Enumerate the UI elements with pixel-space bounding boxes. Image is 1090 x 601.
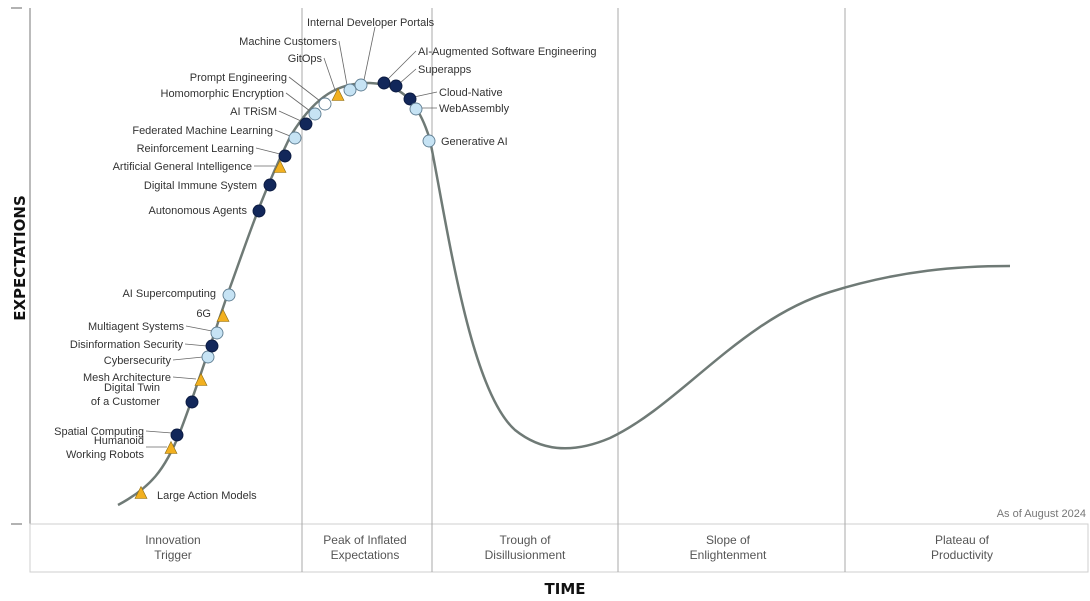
marker-superapps — [389, 79, 403, 93]
phase-band — [29, 523, 1089, 573]
marker-homomorphic-encryption — [308, 107, 322, 121]
marker-prompt-engineering — [318, 97, 332, 111]
marker-digital-twin-of-a-customer — [185, 395, 199, 409]
marker-cloud-native — [403, 92, 417, 106]
plot-area — [30, 8, 1088, 523]
marker-cybersecurity — [201, 350, 215, 364]
label-internal-developer-portals: Internal Developer Portals — [307, 17, 435, 29]
marker-federated-machine-learning — [288, 131, 302, 145]
leader-disinformation-security — [184, 343, 208, 347]
marker-autonomous-agents — [252, 204, 266, 218]
label-disinformation-security: Disinformation Security — [70, 339, 184, 351]
phase-label-peak-of-inflated-expectations: Expectations — [331, 548, 400, 562]
label-generative-ai: Generative AI — [441, 136, 508, 148]
leader-machine-customers — [338, 40, 348, 86]
marker-artificial-general-intelligence — [273, 159, 287, 173]
leader-internal-developer-portals — [363, 26, 376, 81]
marker-spatial-computing — [170, 428, 184, 442]
marker-digital-immune-system — [263, 178, 277, 192]
marker-disinformation-security — [205, 339, 219, 353]
phase-label-trough-of-disillusionment: Disillusionment — [485, 548, 566, 562]
label-digital-immune-system: Digital Immune System — [144, 180, 257, 192]
marker-mesh-architecture — [194, 372, 208, 386]
label-gitops: GitOps — [288, 53, 323, 65]
label-mesh-architecture: Mesh Architecture — [83, 372, 171, 384]
phase-dividers — [301, 8, 846, 572]
phase-label-slope-of-enlightenment: Slope of — [706, 533, 751, 547]
label-homomorphic-encryption: Homomorphic Encryption — [161, 88, 285, 100]
leader-cloud-native — [413, 91, 438, 98]
marker-ai-supercomputing — [222, 288, 236, 302]
leader-gitops — [323, 57, 336, 91]
phase-label-slope-of-enlightenment: Enlightenment — [690, 548, 767, 562]
label-6g: 6G — [196, 308, 211, 320]
leader-ai-trism — [278, 110, 302, 122]
phase-label-trough-of-disillusionment: Trough of — [500, 533, 552, 547]
label-reinforcement-learning: Reinforcement Learning — [137, 143, 254, 155]
leader-multiagent-systems — [185, 325, 213, 332]
marker-large-action-models — [134, 485, 148, 499]
technology-labels: Large Action Models Humanoid Working Robot… — [54, 17, 596, 502]
label-cloud-native: Cloud-Native — [439, 87, 503, 99]
marker-generative-ai — [422, 134, 436, 148]
leader-ai-augmented-software-engineering — [387, 50, 417, 80]
phase-label-plateau-of-productivity: Plateau of — [935, 533, 990, 547]
phase-label-peak-of-inflated-expectations: Peak of Inflated — [323, 533, 406, 547]
leader-mesh-architecture — [172, 376, 197, 380]
label-humanoid-working-robots: Humanoid Working Robots — [66, 435, 145, 461]
label-superapps: Superapps — [418, 64, 472, 76]
label-prompt-engineering: Prompt Engineering — [190, 72, 287, 84]
label-machine-customers: Machine Customers — [239, 36, 337, 48]
leader-federated-machine-learning — [274, 129, 291, 137]
leader-spatial-computing — [145, 430, 173, 434]
label-ai-supercomputing: AI Supercomputing — [122, 288, 216, 300]
label-multiagent-systems: Multiagent Systems — [88, 321, 184, 333]
label-federated-machine-learning: Federated Machine Learning — [132, 125, 273, 137]
leader-lines — [145, 26, 438, 448]
label-ai-trism: AI TRiSM — [230, 106, 277, 118]
marker-multiagent-systems — [210, 326, 224, 340]
label-cybersecurity: Cybersecurity — [104, 355, 172, 367]
as-of-note: As of August 2024 — [997, 508, 1086, 520]
marker-reinforcement-learning — [278, 149, 292, 163]
marker-ai-augmented-software-engineering — [377, 76, 391, 90]
phase-label-innovation-trigger: Innovation — [145, 533, 200, 547]
label-large-action-models: Large Action Models — [157, 490, 257, 502]
leader-cybersecurity — [172, 356, 204, 361]
leader-homomorphic-encryption — [285, 92, 311, 112]
x-axis-title: TIME — [545, 580, 586, 598]
technology-markers — [134, 76, 436, 499]
leader-prompt-engineering — [288, 76, 321, 102]
phase-label-plateau-of-productivity: Productivity — [931, 548, 993, 562]
label-digital-twin-of-a-customer: Digital Twin of a Customer — [91, 382, 160, 408]
marker-ai-trism — [299, 117, 313, 131]
label-artificial-general-intelligence: Artificial General Intelligence — [113, 161, 252, 173]
label-ai-augmented-software-engineering: AI-Augmented Software Engineering — [418, 46, 597, 58]
label-spatial-computing: Spatial Computing — [54, 426, 144, 438]
marker-machine-customers — [343, 83, 357, 97]
leader-superapps — [399, 68, 417, 84]
label-autonomous-agents: Autonomous Agents — [149, 205, 248, 217]
y-axis-title: EXPECTATIONS — [11, 195, 29, 321]
leader-reinforcement-learning — [255, 147, 281, 155]
marker-webassembly — [409, 102, 423, 116]
marker-internal-developer-portals — [354, 78, 368, 92]
marker-6g — [216, 308, 230, 322]
marker-humanoid-working-robots — [164, 440, 178, 454]
phase-label-innovation-trigger: Trigger — [154, 548, 192, 562]
marker-gitops — [331, 87, 345, 101]
label-webassembly: WebAssembly — [439, 103, 510, 115]
